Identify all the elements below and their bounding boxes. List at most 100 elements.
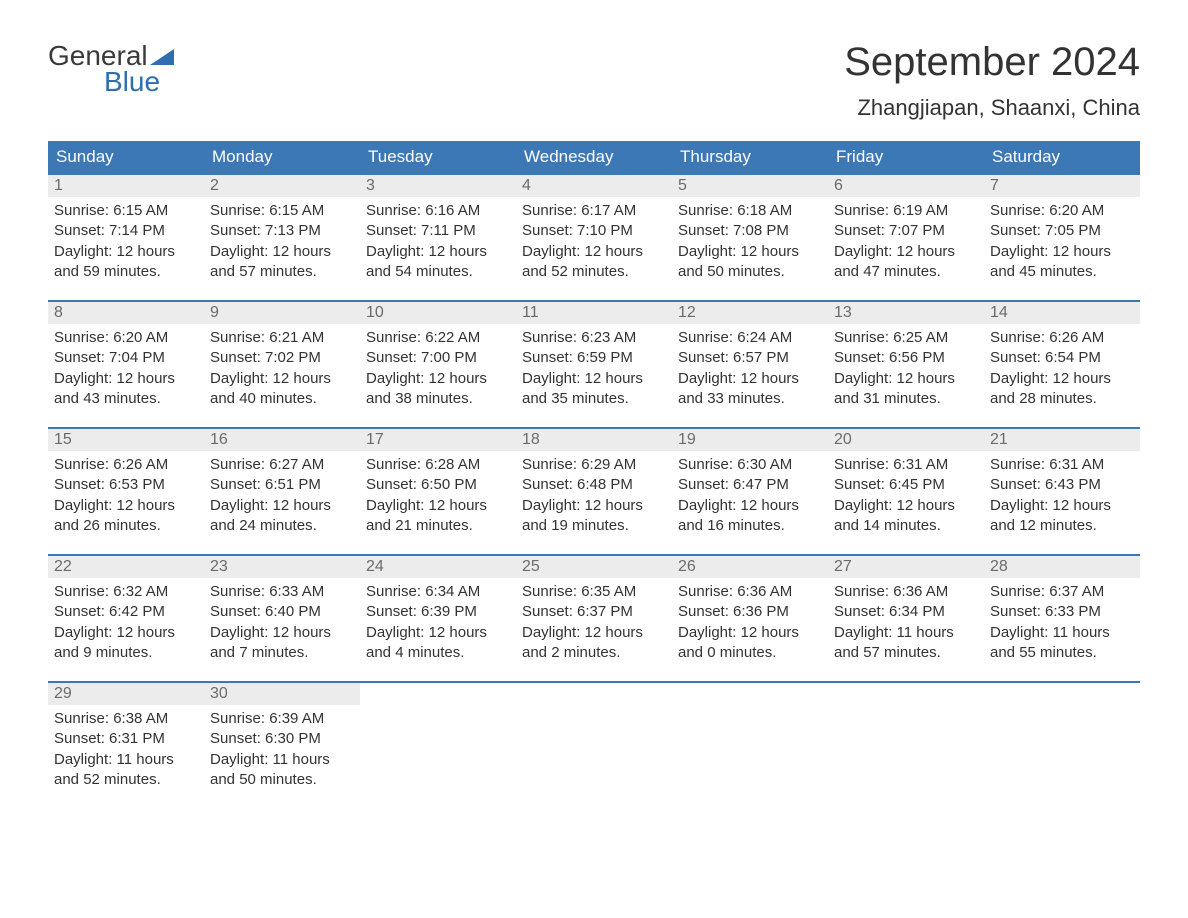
sunset-line: Sunset: 6:42 PM [54,602,198,622]
day-cell [984,705,1140,808]
day-number: 26 [672,555,828,578]
day-cell: Sunrise: 6:33 AMSunset: 6:40 PMDaylight:… [204,578,360,682]
col-wednesday: Wednesday [516,141,672,174]
daylight-line: Daylight: 12 hours and 40 minutes. [210,369,354,410]
sunset-line: Sunset: 6:43 PM [990,475,1134,495]
day-number: 6 [828,174,984,197]
day-number: 21 [984,428,1140,451]
daylight-line: Daylight: 12 hours and 14 minutes. [834,496,978,537]
sunset-line: Sunset: 6:59 PM [522,348,666,368]
day-number [828,682,984,705]
sunset-line: Sunset: 7:14 PM [54,221,198,241]
daylight-line: Daylight: 12 hours and 45 minutes. [990,242,1134,283]
day-cell: Sunrise: 6:30 AMSunset: 6:47 PMDaylight:… [672,451,828,555]
day-number: 28 [984,555,1140,578]
sunset-line: Sunset: 6:57 PM [678,348,822,368]
daylight-line: Daylight: 12 hours and 43 minutes. [54,369,198,410]
daylight-line: Daylight: 12 hours and 2 minutes. [522,623,666,664]
day-number: 9 [204,301,360,324]
sunrise-line: Sunrise: 6:26 AM [990,328,1134,348]
daylight-line: Daylight: 11 hours and 52 minutes. [54,750,198,791]
sunset-line: Sunset: 6:51 PM [210,475,354,495]
sunset-line: Sunset: 6:36 PM [678,602,822,622]
day-number: 20 [828,428,984,451]
month-title: September 2024 [844,40,1140,85]
daylight-line: Daylight: 11 hours and 55 minutes. [990,623,1134,664]
daylight-line: Daylight: 11 hours and 50 minutes. [210,750,354,791]
daylight-line: Daylight: 12 hours and 31 minutes. [834,369,978,410]
day-cell: Sunrise: 6:26 AMSunset: 6:53 PMDaylight:… [48,451,204,555]
day-number: 2 [204,174,360,197]
day-cell [828,705,984,808]
sunrise-line: Sunrise: 6:27 AM [210,455,354,475]
sunset-line: Sunset: 6:47 PM [678,475,822,495]
sunrise-line: Sunrise: 6:35 AM [522,582,666,602]
daylight-line: Daylight: 12 hours and 16 minutes. [678,496,822,537]
sunset-line: Sunset: 7:04 PM [54,348,198,368]
sunrise-line: Sunrise: 6:15 AM [54,201,198,221]
col-thursday: Thursday [672,141,828,174]
day-cell: Sunrise: 6:15 AMSunset: 7:14 PMDaylight:… [48,197,204,301]
day-number [984,682,1140,705]
day-number [360,682,516,705]
sunset-line: Sunset: 6:45 PM [834,475,978,495]
sunrise-line: Sunrise: 6:28 AM [366,455,510,475]
day-number: 7 [984,174,1140,197]
day-cell: Sunrise: 6:18 AMSunset: 7:08 PMDaylight:… [672,197,828,301]
sunrise-line: Sunrise: 6:24 AM [678,328,822,348]
day-cell: Sunrise: 6:27 AMSunset: 6:51 PMDaylight:… [204,451,360,555]
day-cell: Sunrise: 6:31 AMSunset: 6:43 PMDaylight:… [984,451,1140,555]
logo-word2: Blue [104,66,174,98]
sunset-line: Sunset: 6:50 PM [366,475,510,495]
day-cell: Sunrise: 6:23 AMSunset: 6:59 PMDaylight:… [516,324,672,428]
sunrise-line: Sunrise: 6:39 AM [210,709,354,729]
sunrise-line: Sunrise: 6:18 AM [678,201,822,221]
daylight-line: Daylight: 12 hours and 33 minutes. [678,369,822,410]
day-cell: Sunrise: 6:17 AMSunset: 7:10 PMDaylight:… [516,197,672,301]
daylight-line: Daylight: 12 hours and 28 minutes. [990,369,1134,410]
day-number [672,682,828,705]
day-number: 4 [516,174,672,197]
day-number: 14 [984,301,1140,324]
sunset-line: Sunset: 6:56 PM [834,348,978,368]
day-cell: Sunrise: 6:20 AMSunset: 7:05 PMDaylight:… [984,197,1140,301]
day-cell: Sunrise: 6:29 AMSunset: 6:48 PMDaylight:… [516,451,672,555]
daylight-line: Daylight: 12 hours and 54 minutes. [366,242,510,283]
day-cell: Sunrise: 6:32 AMSunset: 6:42 PMDaylight:… [48,578,204,682]
day-number: 10 [360,301,516,324]
day-cell: Sunrise: 6:36 AMSunset: 6:34 PMDaylight:… [828,578,984,682]
sunset-line: Sunset: 6:30 PM [210,729,354,749]
day-number: 17 [360,428,516,451]
sunset-line: Sunset: 7:10 PM [522,221,666,241]
sunset-line: Sunset: 6:34 PM [834,602,978,622]
week-5-daynums: 2930 [48,682,1140,705]
week-1-daynums: 1234567 [48,174,1140,197]
logo: General Blue [48,40,174,98]
day-cell: Sunrise: 6:36 AMSunset: 6:36 PMDaylight:… [672,578,828,682]
sunrise-line: Sunrise: 6:30 AM [678,455,822,475]
sunrise-line: Sunrise: 6:31 AM [834,455,978,475]
day-cell: Sunrise: 6:24 AMSunset: 6:57 PMDaylight:… [672,324,828,428]
sunrise-line: Sunrise: 6:19 AM [834,201,978,221]
week-4-bodies: Sunrise: 6:32 AMSunset: 6:42 PMDaylight:… [48,578,1140,682]
day-number: 19 [672,428,828,451]
col-sunday: Sunday [48,141,204,174]
day-cell: Sunrise: 6:31 AMSunset: 6:45 PMDaylight:… [828,451,984,555]
sunrise-line: Sunrise: 6:15 AM [210,201,354,221]
day-cell: Sunrise: 6:26 AMSunset: 6:54 PMDaylight:… [984,324,1140,428]
sunrise-line: Sunrise: 6:29 AM [522,455,666,475]
sunrise-line: Sunrise: 6:21 AM [210,328,354,348]
header: General Blue September 2024 Zhangjiapan,… [48,40,1140,133]
col-friday: Friday [828,141,984,174]
sunset-line: Sunset: 6:53 PM [54,475,198,495]
day-cell: Sunrise: 6:35 AMSunset: 6:37 PMDaylight:… [516,578,672,682]
sunrise-line: Sunrise: 6:33 AM [210,582,354,602]
day-cell [516,705,672,808]
daylight-line: Daylight: 12 hours and 9 minutes. [54,623,198,664]
day-cell: Sunrise: 6:20 AMSunset: 7:04 PMDaylight:… [48,324,204,428]
sunset-line: Sunset: 7:11 PM [366,221,510,241]
sunrise-line: Sunrise: 6:36 AM [678,582,822,602]
day-number: 3 [360,174,516,197]
day-cell: Sunrise: 6:39 AMSunset: 6:30 PMDaylight:… [204,705,360,808]
sunrise-line: Sunrise: 6:22 AM [366,328,510,348]
